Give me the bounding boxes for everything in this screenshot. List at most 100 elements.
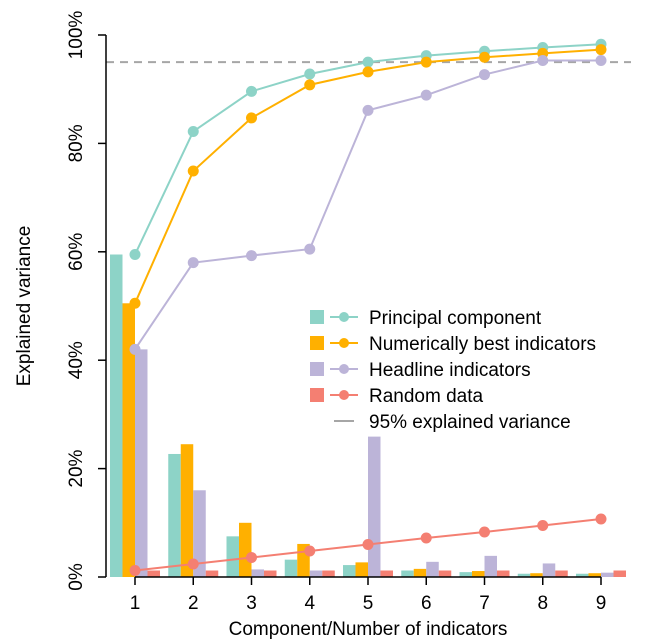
cumulative-lines-layer <box>129 38 607 576</box>
legend-swatch-bar <box>310 388 324 402</box>
bar-headline-indicators-4 <box>309 570 323 577</box>
legend-label: Principal component <box>369 308 542 329</box>
bar-random-data-6 <box>438 570 452 577</box>
point-numerically-best-indicators-1 <box>129 297 141 309</box>
y-tick-label: 0% <box>66 563 87 591</box>
legend-item-reference-line: 95% explained variance <box>334 412 571 433</box>
bar-headline-indicators-5 <box>368 436 381 577</box>
point-principal-component-4 <box>304 68 316 80</box>
bar-random-data-5 <box>380 570 393 577</box>
legend-swatch-point <box>339 364 349 374</box>
bar-principal-component-2 <box>168 453 181 577</box>
point-headline-indicators-2 <box>187 257 199 269</box>
point-headline-indicators-1 <box>129 343 141 355</box>
point-numerically-best-indicators-3 <box>246 112 257 124</box>
point-headline-indicators-6 <box>420 89 432 101</box>
bar-principal-component-6 <box>401 570 414 577</box>
point-headline-indicators-3 <box>246 250 257 262</box>
legend-label: Random data <box>369 386 484 407</box>
legend-swatch-point <box>339 338 349 348</box>
axes: 1 2 3 4 5 6 7 8 9 0% 20% 40% 60% 80% 100% <box>66 11 606 614</box>
point-principal-component-3 <box>246 85 257 97</box>
point-numerically-best-indicators-2 <box>187 165 199 177</box>
legend-swatch-bar <box>310 310 324 324</box>
x-tick-label: 4 <box>304 593 315 614</box>
bar-principal-component-8 <box>517 573 531 577</box>
bar-principal-component-3 <box>226 536 239 577</box>
x-tick-label: 8 <box>537 593 548 614</box>
legend-item-numerically-best-indicators: Numerically best indicators <box>310 334 596 355</box>
point-numerically-best-indicators-9 <box>595 44 607 56</box>
point-random-data-7 <box>479 526 490 538</box>
point-numerically-best-indicators-4 <box>304 79 316 91</box>
bar-random-data-9 <box>613 570 626 577</box>
y-tick-label: 80% <box>66 124 87 162</box>
bar-random-data-4 <box>322 570 335 577</box>
bar-principal-component-1 <box>110 254 123 577</box>
y-tick-label: 20% <box>66 449 87 487</box>
legend-swatch-point <box>339 312 349 322</box>
bar-random-data-7 <box>497 570 510 577</box>
point-principal-component-5 <box>362 56 374 68</box>
point-random-data-1 <box>129 565 141 576</box>
x-tick-label: 2 <box>188 593 199 614</box>
point-headline-indicators-8 <box>537 54 549 66</box>
legend-swatch-point <box>339 390 349 400</box>
bar-numerically-best-indicators-9 <box>588 573 601 577</box>
y-tick-label: 40% <box>66 341 87 379</box>
bar-numerically-best-indicators-1 <box>122 303 135 577</box>
bar-numerically-best-indicators-6 <box>413 568 427 577</box>
y-axis-title: Explained variance <box>14 226 35 387</box>
point-numerically-best-indicators-5 <box>362 66 374 78</box>
line-headline-indicators <box>134 59 601 350</box>
legend-swatch-bar <box>310 362 324 376</box>
legend-label: Headline indicators <box>369 360 531 381</box>
x-tick-label: 3 <box>246 593 257 614</box>
legend-item-headline-indicators: Headline indicators <box>310 360 531 381</box>
x-tick-label: 1 <box>130 593 141 614</box>
point-random-data-5 <box>362 538 374 550</box>
point-random-data-6 <box>420 532 432 544</box>
bar-random-data-8 <box>555 570 568 577</box>
point-random-data-4 <box>304 545 316 557</box>
point-numerically-best-indicators-7 <box>479 51 490 63</box>
legend-label: Numerically best indicators <box>369 334 596 355</box>
point-headline-indicators-5 <box>362 104 374 116</box>
bar-principal-component-7 <box>459 572 472 577</box>
bar-headline-indicators-1 <box>135 349 148 577</box>
bar-numerically-best-indicators-5 <box>355 562 368 577</box>
point-headline-indicators-4 <box>304 243 316 255</box>
legend: Principal component Numerically best indi… <box>310 308 596 433</box>
bar-numerically-best-indicators-2 <box>180 444 194 577</box>
x-axis-title: Component/Number of indicators <box>229 619 508 640</box>
x-tick-label: 7 <box>479 593 490 614</box>
bar-numerically-best-indicators-7 <box>472 571 485 577</box>
bar-principal-component-5 <box>343 565 356 577</box>
point-numerically-best-indicators-6 <box>420 56 432 68</box>
point-random-data-3 <box>246 551 257 563</box>
bar-random-data-1 <box>147 570 160 577</box>
point-headline-indicators-7 <box>479 69 490 81</box>
bar-principal-component-4 <box>284 559 298 577</box>
point-random-data-8 <box>537 520 549 532</box>
legend-label: 95% explained variance <box>369 412 571 433</box>
x-tick-label: 9 <box>596 593 607 614</box>
point-principal-component-1 <box>129 249 141 261</box>
bar-numerically-best-indicators-8 <box>530 573 543 577</box>
point-headline-indicators-9 <box>595 54 607 66</box>
legend-item-random-data: Random data <box>310 386 484 407</box>
point-principal-component-2 <box>187 125 199 137</box>
x-tick-label: 6 <box>421 593 432 614</box>
bar-headline-indicators-9 <box>601 572 614 577</box>
bar-headline-indicators-8 <box>542 563 556 577</box>
point-random-data-2 <box>187 558 199 570</box>
legend-swatch-bar <box>310 336 324 350</box>
bar-headline-indicators-3 <box>251 569 264 577</box>
bar-headline-indicators-2 <box>193 490 206 577</box>
legend-item-principal-component: Principal component <box>310 308 542 329</box>
bar-random-data-2 <box>205 570 219 577</box>
bar-numerically-best-indicators-3 <box>239 522 252 577</box>
point-random-data-9 <box>595 513 607 525</box>
bar-headline-indicators-7 <box>484 555 497 577</box>
